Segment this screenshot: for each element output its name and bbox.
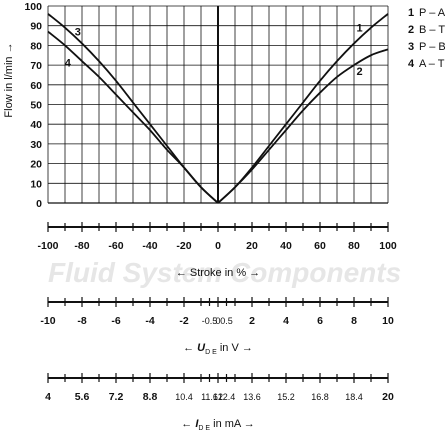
scale-title-suffix-current: in mA →	[210, 418, 255, 430]
scale-title-symbol-voltage: U	[197, 342, 206, 354]
scale-label-stroke-1: -80	[74, 240, 89, 252]
scale-label-current-7: 12.4	[218, 392, 236, 402]
scale-label-stroke-2: -60	[108, 240, 123, 252]
scale-label-current-0: 4	[45, 391, 51, 403]
scale-label-current-2: 7.2	[109, 391, 124, 403]
scale-label-voltage-1: -8	[77, 315, 86, 327]
scale-label-voltage-6: 0	[215, 316, 220, 326]
scale-label-current-1: 5.6	[75, 391, 90, 403]
y-tick-label-4: 40	[30, 119, 42, 131]
scale-title-stroke: ← Stroke in % →	[176, 267, 260, 279]
scale-label-voltage-10: 6	[317, 315, 323, 327]
y-tick-label-0: 0	[36, 198, 42, 210]
y-tick-label-9: 90	[30, 21, 42, 33]
y-tick-label-1: 10	[30, 178, 42, 190]
scale-title-suffix-voltage: in V →	[217, 342, 253, 354]
legend-entry-3: P – B	[419, 41, 445, 53]
y-axis-tick-labels: 0 10 20 30 40 50 60 70 80 90 100	[24, 1, 42, 210]
curve-label-3: 3	[75, 27, 81, 39]
y-tick-label-3: 30	[30, 139, 42, 151]
legend: 1 P – A 2 B – T 3 P – B 4 A – T	[408, 7, 445, 70]
scale-label-voltage-3: -4	[145, 315, 154, 327]
scale-label-stroke-7: 40	[280, 240, 292, 252]
curve-label-2: 2	[357, 66, 363, 78]
scale-label-current-4: 10.4	[175, 392, 193, 402]
scale-label-voltage-0: -10	[40, 315, 55, 327]
scale-label-voltage-5: -0.5	[202, 316, 218, 326]
scale-label-voltage-12: 10	[382, 315, 394, 327]
y-tick-label-10: 100	[24, 1, 42, 13]
scale-label-current-11: 18.4	[345, 392, 363, 402]
scale-label-voltage-2: -6	[111, 315, 120, 327]
curve-label-1: 1	[357, 23, 363, 35]
legend-number-3: 3	[408, 41, 414, 53]
scale-label-stroke-0: -100	[37, 240, 58, 252]
scale-title-subscript-current: D E	[198, 425, 210, 432]
grid	[47, 5, 389, 204]
watermark-text: Fluid System Components	[48, 257, 401, 288]
x-scales: -100 -80 -60 -40 -20 0 20 40 60 80 100← Stroke in …	[37, 222, 397, 432]
y-axis-title: Flow in l/min →	[3, 42, 15, 117]
legend-number-4: 4	[408, 58, 415, 70]
legend-entry-2: B – T	[419, 24, 445, 36]
y-tick-label-5: 50	[30, 100, 42, 112]
series-line-4	[47, 30, 219, 204]
scale-label-stroke-9: 80	[348, 240, 360, 252]
scale-title-prefix-current: ←	[181, 418, 195, 430]
scale-title-prefix-voltage: ←	[183, 342, 197, 354]
scale-label-current-8: 13.6	[243, 392, 261, 402]
legend-number-1: 1	[408, 7, 414, 19]
scale-label-current-6: 12	[213, 392, 223, 402]
scale-label-stroke-10: 100	[379, 240, 397, 252]
scale-voltage: -10 -8 -6 -4 -2 -0.50 0.5 2 4 6 8 10 ← UD E in V →	[40, 297, 394, 356]
legend-entry-1: P – A	[419, 7, 445, 19]
y-tick-label-2: 20	[30, 159, 42, 171]
y-tick-label-6: 60	[30, 80, 42, 92]
scale-label-stroke-3: -40	[142, 240, 157, 252]
scale-label-stroke-4: -20	[176, 240, 191, 252]
scale-label-current-3: 8.8	[143, 391, 158, 403]
scale-label-stroke-6: 20	[246, 240, 258, 252]
scale-title-current: ← ID E in mA →	[181, 418, 254, 432]
scale-title-voltage: ← UD E in V →	[183, 342, 253, 356]
scale-label-current-10: 16.8	[311, 392, 329, 402]
curve-labels: 1 2 3 4	[65, 23, 363, 79]
legend-number-2: 2	[408, 24, 414, 36]
watermark-layer: Fluid System Components	[48, 257, 401, 288]
y-tick-label-7: 70	[30, 60, 42, 72]
scale-label-voltage-8: 2	[249, 315, 255, 327]
scale-label-current-12: 20	[382, 391, 394, 403]
scale-label-current-5: 11.6	[201, 392, 218, 402]
legend-entry-4: A – T	[419, 58, 445, 70]
scale-label-voltage-4: -2	[179, 315, 188, 327]
series-line-1	[217, 13, 389, 204]
scale-label-stroke-5: 0	[215, 240, 221, 252]
scale-title-subscript-voltage: D E	[205, 349, 217, 356]
scale-label-current-9: 15.2	[277, 392, 295, 402]
curve-label-4: 4	[65, 57, 72, 69]
scale-label-voltage-7: 0.5	[220, 316, 233, 326]
scale-title-symbol-current: I	[195, 418, 199, 430]
scale-stroke: -100 -80 -60 -40 -20 0 20 40 60 80 100 ← Stroke in …	[37, 222, 397, 279]
series-line-2	[217, 48, 389, 204]
y-tick-label-8: 80	[30, 40, 42, 52]
scale-label-voltage-11: 8	[351, 315, 357, 327]
scale-label-stroke-8: 60	[314, 240, 326, 252]
scale-label-voltage-9: 4	[283, 315, 289, 327]
series-lines	[47, 13, 389, 204]
